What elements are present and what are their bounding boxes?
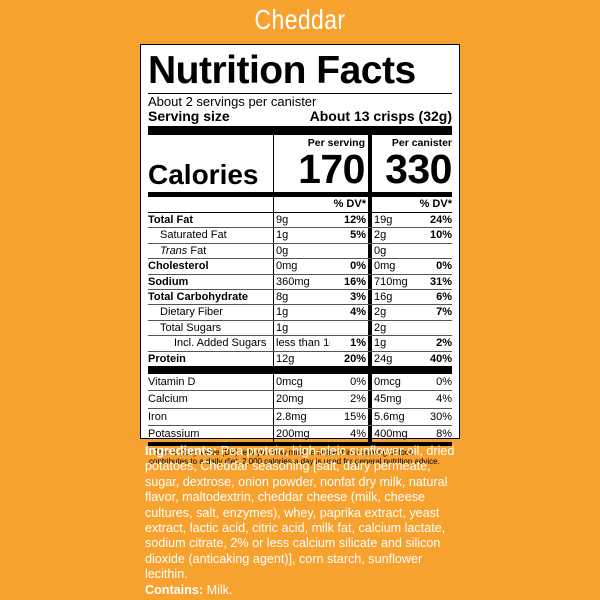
ingredients-label: Ingredients: — [145, 444, 218, 458]
nutrient-row: Saturated Fat 1g 5% 2g 10% — [148, 228, 452, 244]
serving-size-value: About 13 crisps (32g) — [309, 108, 452, 124]
mineral-row: Vitamin D 0mcg 0% 0mcg 0% — [148, 373, 452, 392]
calories-per-serving: 170 — [298, 146, 365, 192]
ingredients-text: Pea protein, high-oleic sunflower oil, d… — [145, 444, 455, 582]
contains-text: Milk. — [203, 582, 233, 597]
contains-label: Contains: — [145, 582, 204, 597]
flavor-title: Cheddar — [254, 4, 346, 35]
nutrient-row: Total Carbohydrate 8g 3% 16g 6% — [148, 289, 452, 306]
mineral-row: Calcium 20mg 2% 45mg 4% — [148, 391, 452, 409]
per-serving-header: Per serving — [307, 137, 365, 149]
dv-header-1: % DV* — [273, 197, 368, 212]
serving-size-label: Serving size — [148, 108, 230, 124]
servings-per-container: About 2 servings per canister — [148, 93, 452, 109]
dv-header-2: % DV* — [368, 197, 452, 212]
dv-header-row: % DV* % DV* — [148, 197, 452, 213]
mineral-row: Iron 2.8mg 15% 5.6mg 30% — [148, 408, 452, 426]
calories-per-canister: 330 — [385, 146, 452, 192]
nutrient-row: Trans Fat 0g 0g — [148, 243, 452, 260]
calories-row: Calories Per serving 170 Per canister 33… — [148, 135, 453, 197]
nutrition-facts-title: Nutrition Facts — [148, 49, 416, 92]
nutrient-row: Cholesterol 0mg 0% 0mg 0% — [148, 259, 452, 275]
mineral-row: Potassium 200mg 4% 400mg 8% — [148, 425, 452, 443]
calories-label: Calories — [148, 159, 259, 190]
nutrient-row: Sodium 360mg 16% 710mg 31% — [148, 274, 452, 290]
nutrition-facts-panel: Nutrition Facts About 2 servings per can… — [140, 44, 460, 466]
serving-size-row: Serving size About 13 crisps (32g) — [148, 109, 452, 135]
nutrient-row: Dietary Fiber 1g 4% 2g 7% — [148, 305, 452, 321]
nutrient-row: Protein 12g 20% 24g 40% — [148, 351, 452, 374]
nutrient-row: Total Fat 9g 12% 19g 24% — [148, 213, 452, 229]
nutrient-row: Incl. Added Sugars less than 1g 1% 1g 2% — [148, 336, 452, 352]
daily-value-footnote: * The % Daily Value (DV) tells you how m… — [148, 442, 452, 466]
ingredients-block: Ingredients: Pea protein, high-oleic sun… — [145, 444, 463, 598]
per-canister-header: Per canister — [391, 137, 452, 149]
nutrient-row: Total Sugars 1g 2g — [148, 320, 452, 337]
